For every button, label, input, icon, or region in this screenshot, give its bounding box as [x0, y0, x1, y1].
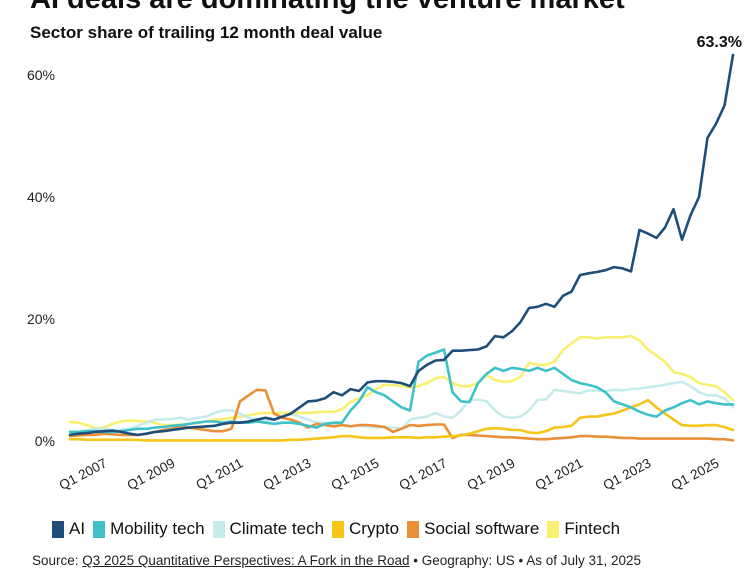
x-tick-label: Q1 2015: [329, 455, 382, 493]
x-tick-label: Q1 2021: [533, 455, 586, 493]
series-lines: [68, 53, 735, 442]
legend-item-crypto: Crypto: [332, 519, 399, 539]
x-tick-label: Q1 2009: [125, 455, 178, 493]
legend: AI Mobility tech Climate tech Crypto Social …: [52, 519, 620, 539]
y-axis: 0% 20% 40% 60%: [27, 67, 55, 449]
x-tick-label: Q1 2025: [669, 455, 722, 493]
legend-label: Social software: [424, 519, 540, 538]
x-tick-label: Q1 2017: [397, 455, 450, 493]
chart-title: AI deals are dominating the venture mark…: [30, 0, 625, 16]
x-tick-label: Q1 2007: [57, 455, 110, 493]
source-link[interactable]: Q3 2025 Quantitative Perspectives: A For…: [82, 553, 410, 568]
end-value-label: 63.3%: [697, 34, 742, 51]
series-line-ai: [68, 53, 735, 437]
series-line-social-software: [68, 388, 735, 442]
legend-swatch: [547, 520, 560, 538]
y-tick-label: 40%: [27, 189, 55, 205]
x-tick-label: Q1 2023: [601, 455, 654, 493]
legend-item-ai: AI: [52, 519, 85, 539]
source-prefix: Source:: [32, 553, 83, 568]
legend-label: Fintech: [564, 519, 621, 538]
legend-swatch: [332, 520, 345, 538]
x-tick-label: Q1 2019: [465, 455, 518, 493]
legend-label: AI: [69, 519, 86, 538]
legend-label: Crypto: [349, 519, 400, 538]
y-tick-label: 20%: [27, 311, 55, 327]
legend-label: Mobility tech: [110, 519, 205, 538]
legend-item-climate-tech: Climate tech: [212, 519, 325, 539]
chart-subtitle: Sector share of trailing 12 month deal v…: [30, 23, 383, 42]
y-tick-label: 0%: [35, 433, 55, 449]
legend-swatch: [52, 520, 64, 538]
x-tick-label: Q1 2013: [261, 455, 314, 493]
legend-item-fintech: Fintech: [547, 519, 620, 539]
series-line-crypto: [68, 398, 735, 442]
legend-swatch: [212, 520, 225, 538]
series-line-mobility-tech: [68, 348, 735, 434]
source-note: Source: Q3 2025 Quantitative Perspective…: [32, 553, 641, 568]
y-tick-label: 60%: [27, 67, 55, 83]
x-axis: Q1 2007 Q1 2009 Q1 2011 Q1 2013 Q1 2015 Q1 20…: [57, 455, 722, 493]
legend-swatch: [407, 520, 420, 538]
source-suffix: • Geography: US • As of July 31, 2025: [409, 553, 642, 568]
legend-label: Climate tech: [229, 519, 325, 538]
legend-item-mobility-tech: Mobility tech: [93, 519, 205, 539]
legend-item-social-software: Social software: [407, 519, 539, 539]
legend-swatch: [93, 520, 106, 538]
x-tick-label: Q1 2011: [194, 455, 246, 492]
